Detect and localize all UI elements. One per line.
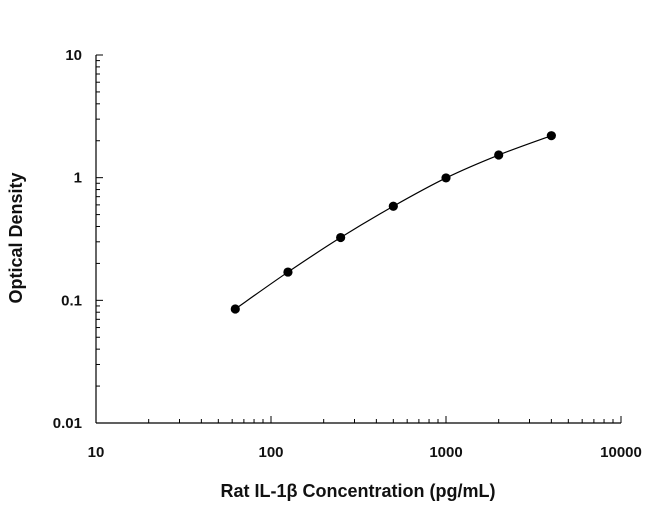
- x-tick-label: 1000: [429, 444, 462, 461]
- x-tick-label: 100: [258, 444, 283, 461]
- data-point: [336, 232, 346, 243]
- data-point: [230, 304, 240, 314]
- data-points: [230, 131, 556, 314]
- y-tick-label: 0.1: [61, 292, 82, 309]
- data-point: [283, 267, 293, 277]
- data-point: [441, 173, 451, 183]
- fit-curve: [234, 135, 552, 310]
- data-point: [388, 201, 398, 211]
- y-tick-label: 0.01: [53, 415, 82, 432]
- x-tick-label: 10: [88, 444, 105, 461]
- axes: [95, 55, 621, 424]
- x-axis-title: Rat IL-1β Concentration (pg/mL): [221, 481, 496, 501]
- y-tick-label: 10: [65, 47, 82, 64]
- x-tick-label: 10000: [600, 444, 642, 461]
- y-tick-label: 1: [74, 170, 82, 187]
- data-point: [494, 150, 504, 160]
- y-axis-title: Optical Density: [6, 172, 26, 303]
- axis-ticks: [95, 54, 622, 424]
- data-point: [546, 131, 556, 141]
- axis-tick-labels: 0.01 0.1 1 10 10 100 1000 10000: [53, 47, 642, 461]
